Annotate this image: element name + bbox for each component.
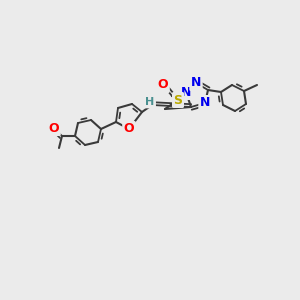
Text: H: H [146,97,154,107]
Text: S: S [173,94,182,106]
Text: O: O [158,79,168,92]
Text: N: N [200,97,210,110]
Text: N: N [191,76,201,89]
Text: N: N [181,85,191,98]
Text: O: O [49,122,59,134]
Text: O: O [124,122,134,136]
